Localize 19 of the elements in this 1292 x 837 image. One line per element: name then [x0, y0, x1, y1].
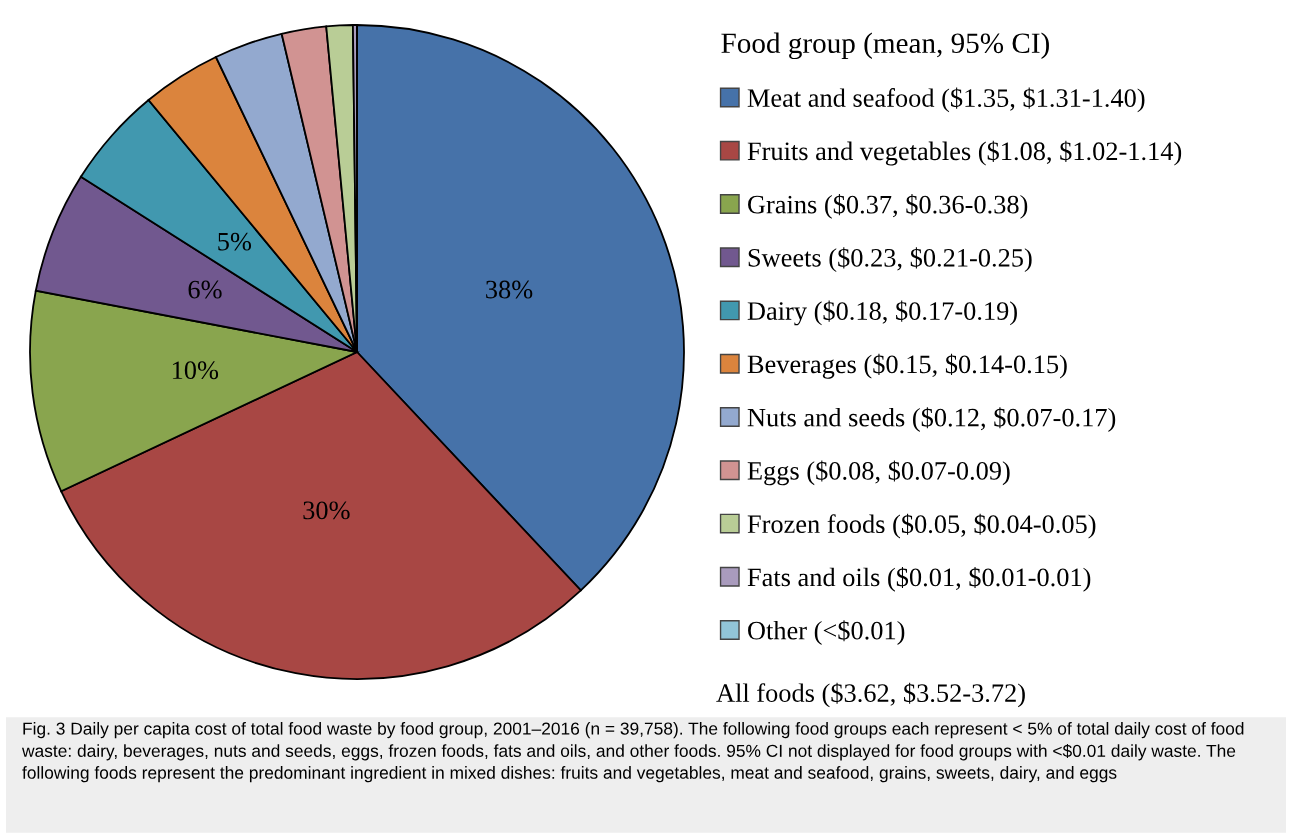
data-label: 10% [172, 361, 219, 380]
legend-label: Meat and seafood ($1.35, $1.31-1.40) [747, 87, 1145, 113]
data-label: 30% [303, 501, 350, 520]
caption: Fig. 3 Daily per capita cost of total food waste by food group, 2001–2016 (n = 39,758). The following food groups each represent < 5% of total daily cost of food waste: dairy, beverages, nuts and seeds, eggs, frozen foods, fats and oils, and other foods. 95% CI not displayed for food groups with <$0.01 daily waste. The following foods represent the predominant ingredient in mixed dishes: fruits and vegetables, meat and seafood, grains, sweets, dairy, and eggs [21, 722, 1244, 783]
data-label: 5% [218, 232, 252, 251]
data-label: 6% [188, 280, 222, 299]
data-label: 38% [486, 280, 533, 299]
legend-label: Other (<$0.01) [748, 620, 905, 645]
legend-label: Frozen foods ($0.05, $0.04-0.05) [747, 513, 1096, 539]
legend-label: Fats and oils ($0.01, $0.01-0.01) [747, 566, 1091, 592]
legend-label: Nuts and seeds ($0.12, $0.07-0.17) [747, 407, 1116, 432]
legend-label: Beverages ($0.15, $0.14-0.15) [747, 353, 1067, 379]
legend-label: Sweets ($0.23, $0.21-0.25) [748, 247, 1032, 273]
legend-label: Fruits and vegetables ($1.08, $1.02-1.14) [747, 140, 1182, 166]
legend-title: Food group (mean, 95% CI) [721, 32, 1049, 60]
text: All foods ($3.62, $3.52-3.72) [716, 682, 1025, 708]
legend-label: Grains ($0.37, $0.36-0.38) [748, 194, 1028, 219]
legend-label: Dairy ($0.18, $0.17-0.19) [747, 300, 1017, 326]
legend-label: Eggs ($0.08, $0.07-0.09) [747, 460, 1010, 486]
